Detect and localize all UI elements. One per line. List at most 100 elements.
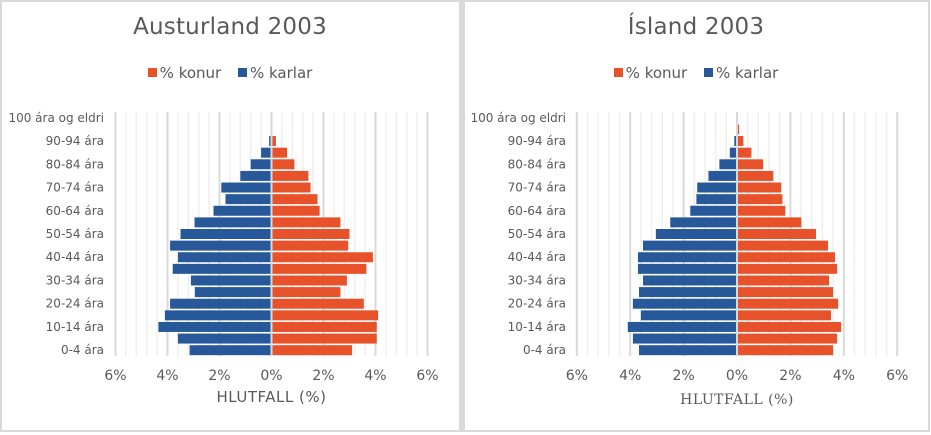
bar-female <box>271 287 341 298</box>
category-label: 100 ára og eldri <box>8 111 104 125</box>
bar-male <box>719 159 737 170</box>
category-label: 90-94 ára <box>508 134 566 148</box>
category-label: 100 ára og eldri <box>470 111 566 125</box>
bar-female <box>737 229 817 239</box>
bar-male <box>632 298 737 309</box>
bar-female <box>737 205 786 216</box>
category-label: 50-54 ára <box>46 227 104 241</box>
bar-male <box>729 147 737 158</box>
bar-male <box>637 263 737 274</box>
bar-female <box>271 275 347 286</box>
bar-male <box>177 252 272 263</box>
bar-male <box>164 310 272 321</box>
bar-male <box>734 136 737 147</box>
category-label: 60-64 ára <box>46 204 104 218</box>
bar-female <box>271 345 353 356</box>
x-tick-label: 0% <box>726 368 748 384</box>
legend-item-female: % konur <box>613 64 688 82</box>
bar-female <box>271 182 311 193</box>
bar-male <box>194 217 272 228</box>
bar-female <box>737 263 838 274</box>
category-label: 80-84 ára <box>46 157 104 171</box>
x-tick-label: 2% <box>208 368 230 384</box>
bar-male <box>190 275 272 286</box>
bar-female <box>737 147 752 158</box>
bar-female <box>271 170 309 181</box>
bar-male <box>170 240 272 251</box>
bar-male <box>194 287 272 298</box>
bar-female <box>737 287 834 298</box>
legend-label-female: % konur <box>625 64 688 82</box>
x-tick-label: 2% <box>779 368 801 384</box>
category-label: 0-4 ára <box>523 343 566 357</box>
x-tick-label: 6% <box>104 368 126 384</box>
category-label: 40-44 ára <box>508 250 566 264</box>
chart-panel-island <box>462 0 930 432</box>
category-label: 10-14 ára <box>508 320 566 334</box>
bar-male <box>177 333 272 344</box>
category-label: 70-74 ára <box>46 181 104 195</box>
bar-female <box>271 333 377 344</box>
bar-female <box>271 205 320 216</box>
x-tick-label: 4% <box>364 368 386 384</box>
bar-male <box>158 321 272 332</box>
bar-female <box>737 182 782 193</box>
bar-male <box>643 275 737 286</box>
bar-male <box>639 345 737 356</box>
category-label: 20-24 ára <box>46 297 104 311</box>
bar-female <box>737 159 764 170</box>
legend-swatch-female <box>613 68 623 77</box>
legend-label-male: % karlar <box>715 64 779 82</box>
legend-label-female: % konur <box>159 64 222 82</box>
panel-separator <box>459 0 462 432</box>
bar-male <box>697 182 737 193</box>
legend-swatch-male <box>237 68 247 77</box>
bar-female <box>737 217 802 228</box>
x-axis-title: HLUTFALL (%) <box>680 392 794 408</box>
bar-female <box>737 345 834 356</box>
category-label: 80-84 ára <box>508 157 566 171</box>
bar-female <box>271 310 379 321</box>
bar-female <box>737 240 829 251</box>
legend-item-female: % konur <box>147 64 222 82</box>
bar-female <box>737 333 838 344</box>
bar-male <box>180 229 272 239</box>
category-label: 30-34 ára <box>508 273 566 287</box>
bar-female <box>737 170 774 181</box>
category-label: 90-94 ára <box>46 134 104 148</box>
bar-male <box>627 321 737 332</box>
bar-male <box>240 170 272 181</box>
category-label: 20-24 ára <box>508 297 566 311</box>
x-tick-label: 0% <box>260 368 282 384</box>
bar-female <box>737 321 842 332</box>
bar-female <box>271 263 367 274</box>
legend-austurland: % konur % karlar <box>0 64 460 82</box>
x-tick-label: 4% <box>619 368 641 384</box>
x-tick-label: 4% <box>833 368 855 384</box>
bar-female <box>271 298 364 309</box>
bar-male <box>250 159 272 170</box>
chart-title-island: Ísland 2003 <box>627 14 765 40</box>
legend-label-male: % karlar <box>249 64 313 82</box>
bar-male <box>639 287 737 298</box>
bar-female <box>271 240 349 251</box>
bar-male <box>269 136 272 147</box>
bar-male <box>189 345 272 356</box>
bar-female <box>271 147 288 158</box>
bar-male <box>170 298 272 309</box>
category-label: 40-44 ára <box>46 250 104 264</box>
category-label: 50-54 ára <box>508 227 566 241</box>
x-tick-label: 4% <box>156 368 178 384</box>
bar-female <box>737 252 835 263</box>
bar-male <box>261 147 272 158</box>
x-tick-label: 6% <box>566 368 588 384</box>
x-tick-label: 6% <box>886 368 908 384</box>
category-label: 0-4 ára <box>61 343 104 357</box>
legend-island: % konur % karlar <box>462 64 930 82</box>
bar-female <box>737 194 783 205</box>
bar-female <box>737 136 744 147</box>
category-label: 60-64 ára <box>508 204 566 218</box>
legend-item-male: % karlar <box>703 64 779 82</box>
legend-swatch-male <box>703 68 713 77</box>
legend-swatch-female <box>147 68 157 77</box>
